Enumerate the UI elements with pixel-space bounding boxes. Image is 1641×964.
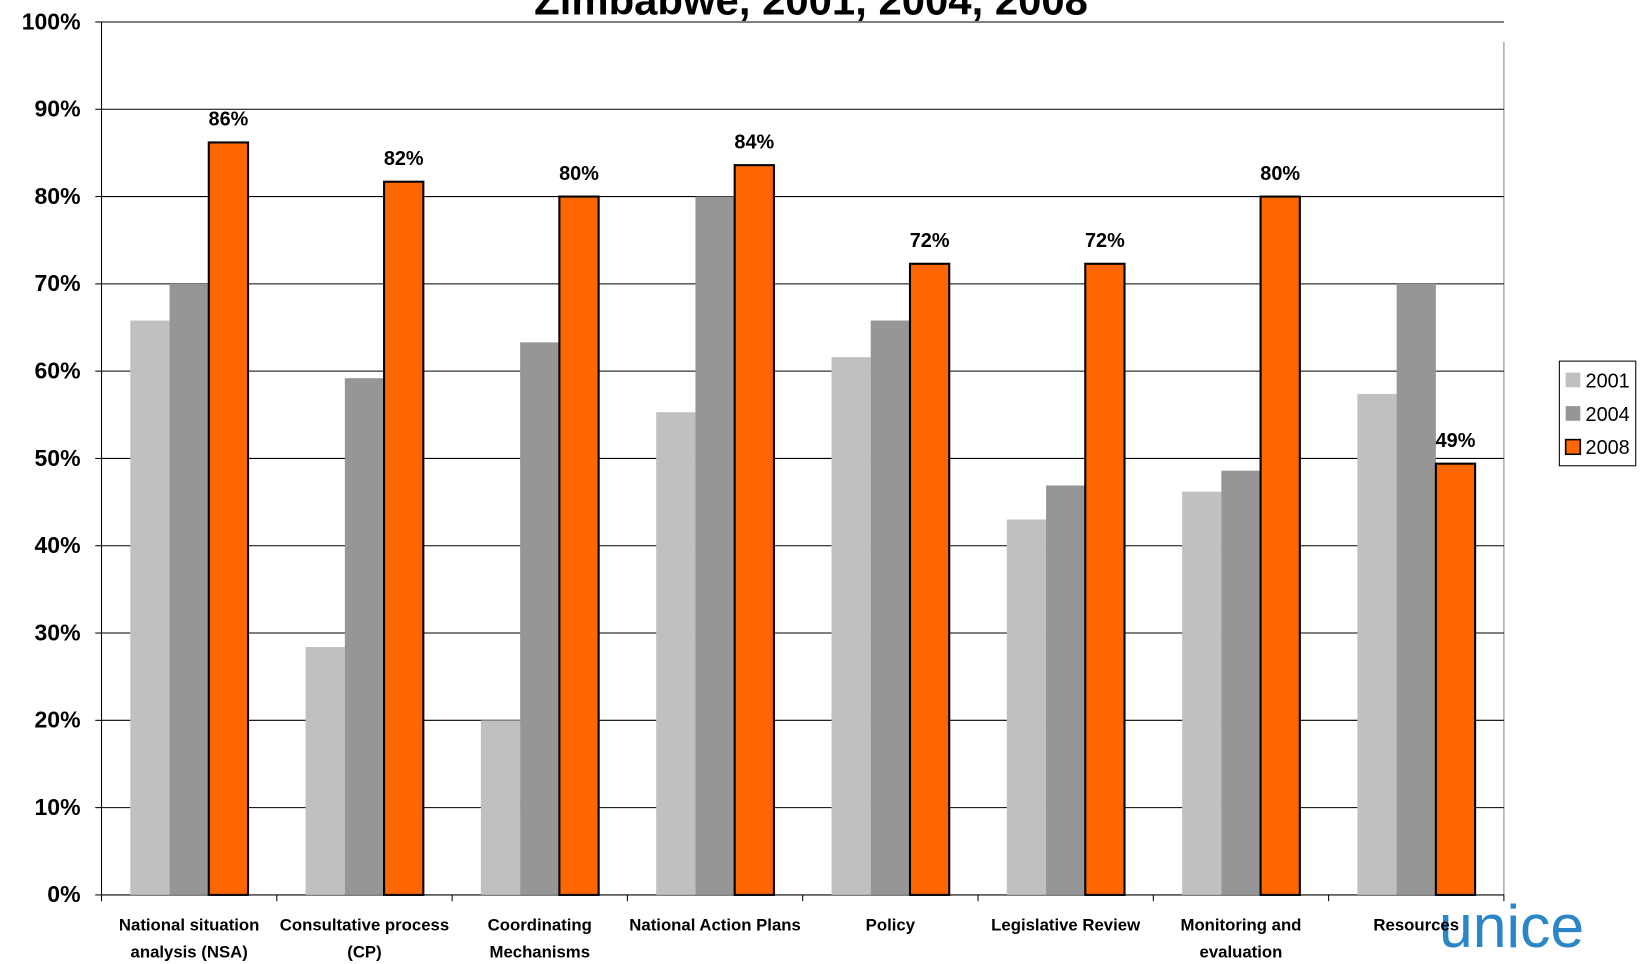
x-tick-label: National situation analysis (NSA): [118, 916, 260, 962]
y-tick-label: 80%: [35, 183, 81, 209]
x-label-box: Resources: [1373, 916, 1460, 935]
x-label-box: National Action Plans: [629, 916, 801, 935]
bar: [831, 357, 871, 895]
bar: [480, 720, 521, 895]
data-label: 72%: [910, 230, 950, 252]
data-label: 80%: [559, 163, 599, 185]
x-tick-label: Policy: [865, 916, 916, 935]
y-tick-label: 40%: [35, 532, 81, 558]
bar: [908, 262, 951, 896]
chart-title: Zimbabwe, 2001, 2004, 2008: [534, 0, 1088, 24]
bar: [1046, 485, 1086, 895]
bar: [305, 647, 345, 895]
x-label-box: National situation analysis (NSA): [118, 916, 260, 962]
bar: [558, 195, 600, 896]
data-label: 49%: [1436, 430, 1476, 452]
bar: [344, 378, 385, 895]
x-tick-label: Resources: [1373, 916, 1460, 935]
legend-swatch: [1565, 372, 1581, 388]
data-label: 86%: [209, 109, 249, 131]
x-tick-label: Consultative process (CP): [279, 916, 450, 962]
y-tick-label: 100%: [22, 8, 81, 34]
x-label-box: Consultative process (CP): [279, 916, 450, 962]
y-tick-label: 50%: [35, 445, 81, 471]
bar: [656, 412, 696, 895]
x-tick-label: National Action Plans: [629, 916, 801, 935]
legend-label: 2004: [1586, 404, 1630, 426]
x-tick-label: Monitoring and evaluation: [1180, 916, 1302, 962]
y-tick-label: 20%: [35, 707, 81, 733]
y-tick-label: 0%: [47, 881, 80, 907]
legend-label: 2008: [1586, 437, 1630, 459]
bar: [1434, 462, 1477, 896]
y-tick-label: 70%: [35, 270, 81, 296]
data-label: 82%: [384, 148, 424, 170]
legend-swatch: [1564, 438, 1582, 456]
x-label-box: Coordinating Mechanisms: [487, 916, 592, 962]
bar: [169, 283, 209, 895]
bar: [1006, 519, 1047, 895]
data-label: 84%: [734, 131, 774, 153]
bar: [870, 320, 910, 895]
bar: [1357, 393, 1397, 895]
y-tick-label: 90%: [35, 96, 81, 122]
bar: [130, 320, 170, 895]
bar: [1182, 491, 1222, 895]
y-tick-label: 60%: [35, 357, 81, 383]
bar: [520, 342, 560, 895]
bar: [1259, 195, 1301, 896]
bar: [695, 196, 735, 895]
bar: [1084, 262, 1126, 896]
x-label-box: Legislative Review: [991, 916, 1141, 935]
legend-label: 2001: [1586, 370, 1630, 392]
x-label-box: Monitoring and evaluation: [1180, 916, 1302, 962]
y-tick-label: 30%: [35, 619, 81, 645]
x-label-box: Policy: [865, 916, 916, 935]
x-tick-label: Legislative Review: [991, 916, 1141, 935]
bar: [733, 164, 775, 896]
data-label: 80%: [1260, 163, 1300, 185]
bar: [1396, 283, 1436, 895]
y-tick-label: 10%: [35, 794, 81, 820]
data-label: 72%: [1085, 230, 1125, 252]
logo: unice: [1439, 892, 1584, 960]
x-tick-label: Coordinating Mechanisms: [487, 916, 592, 962]
legend-swatch: [1565, 406, 1581, 421]
bar: [1221, 470, 1261, 895]
bar: [207, 141, 250, 896]
bar: [383, 180, 425, 896]
